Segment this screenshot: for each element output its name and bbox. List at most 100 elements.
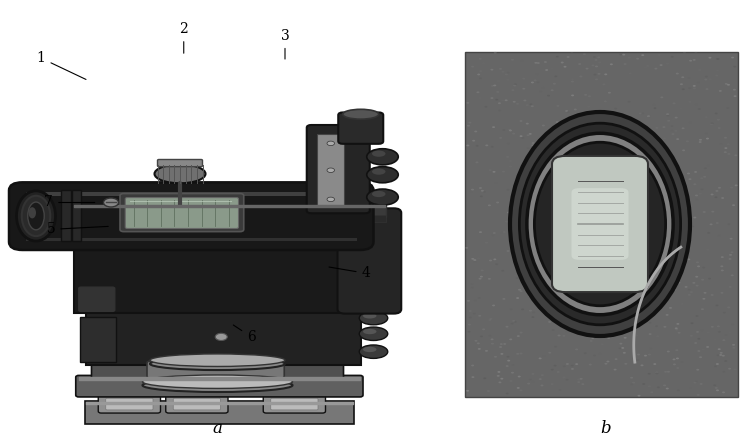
- Circle shape: [680, 108, 682, 109]
- Circle shape: [717, 58, 720, 60]
- Circle shape: [531, 82, 534, 83]
- Circle shape: [512, 89, 515, 91]
- Circle shape: [642, 383, 645, 385]
- Circle shape: [572, 125, 574, 127]
- Circle shape: [516, 103, 519, 105]
- Circle shape: [583, 129, 586, 131]
- Circle shape: [503, 231, 506, 233]
- Circle shape: [491, 234, 494, 236]
- Circle shape: [622, 352, 626, 354]
- Circle shape: [490, 146, 494, 148]
- Circle shape: [505, 221, 508, 223]
- Circle shape: [580, 158, 584, 160]
- Circle shape: [514, 190, 517, 191]
- Ellipse shape: [363, 347, 376, 352]
- Circle shape: [647, 150, 650, 152]
- Circle shape: [511, 372, 514, 374]
- Circle shape: [554, 75, 557, 77]
- Circle shape: [548, 352, 551, 353]
- FancyBboxPatch shape: [26, 192, 357, 196]
- Circle shape: [503, 124, 506, 125]
- Circle shape: [506, 356, 509, 358]
- Circle shape: [705, 76, 708, 78]
- Circle shape: [546, 313, 549, 314]
- Circle shape: [700, 189, 703, 190]
- Circle shape: [658, 54, 661, 56]
- Circle shape: [722, 197, 724, 199]
- Circle shape: [733, 89, 736, 90]
- Circle shape: [586, 290, 589, 292]
- Ellipse shape: [372, 168, 386, 175]
- Circle shape: [506, 392, 509, 394]
- Circle shape: [630, 377, 633, 379]
- Circle shape: [597, 56, 600, 58]
- Circle shape: [521, 250, 524, 252]
- Circle shape: [624, 63, 627, 65]
- FancyBboxPatch shape: [338, 208, 401, 314]
- Circle shape: [569, 328, 572, 330]
- Circle shape: [706, 249, 710, 251]
- Circle shape: [709, 78, 712, 80]
- Ellipse shape: [526, 134, 674, 314]
- Circle shape: [588, 95, 591, 97]
- Circle shape: [550, 222, 554, 224]
- Circle shape: [578, 269, 581, 271]
- Circle shape: [706, 346, 709, 348]
- Circle shape: [471, 258, 474, 260]
- Circle shape: [588, 253, 591, 255]
- Circle shape: [478, 58, 482, 60]
- Circle shape: [610, 246, 613, 248]
- Circle shape: [572, 286, 574, 288]
- Circle shape: [731, 324, 734, 326]
- Circle shape: [536, 82, 539, 83]
- Circle shape: [659, 247, 662, 249]
- Circle shape: [688, 178, 692, 180]
- Circle shape: [500, 378, 503, 379]
- Circle shape: [567, 218, 570, 220]
- Circle shape: [485, 145, 488, 146]
- Circle shape: [608, 337, 610, 339]
- Circle shape: [719, 354, 722, 356]
- Circle shape: [728, 306, 730, 308]
- Circle shape: [520, 332, 523, 333]
- Circle shape: [694, 342, 698, 344]
- Circle shape: [686, 215, 689, 216]
- Circle shape: [503, 129, 506, 131]
- Circle shape: [531, 105, 534, 107]
- Circle shape: [638, 158, 641, 160]
- Circle shape: [727, 84, 730, 86]
- Circle shape: [704, 167, 707, 169]
- Ellipse shape: [150, 358, 285, 370]
- Circle shape: [516, 277, 519, 279]
- Circle shape: [630, 290, 633, 292]
- Circle shape: [674, 245, 677, 246]
- Circle shape: [718, 127, 721, 129]
- Circle shape: [581, 127, 584, 129]
- Circle shape: [618, 206, 621, 208]
- Circle shape: [550, 258, 553, 259]
- Circle shape: [584, 94, 587, 96]
- Circle shape: [698, 69, 701, 71]
- Circle shape: [638, 395, 640, 396]
- Circle shape: [521, 309, 524, 310]
- Circle shape: [479, 78, 482, 79]
- Circle shape: [716, 389, 719, 391]
- Ellipse shape: [519, 123, 681, 325]
- Circle shape: [675, 349, 678, 351]
- Circle shape: [637, 255, 640, 257]
- Circle shape: [556, 187, 559, 189]
- Circle shape: [506, 156, 509, 158]
- Circle shape: [634, 262, 638, 264]
- Circle shape: [730, 238, 733, 240]
- Circle shape: [532, 142, 535, 144]
- Circle shape: [618, 154, 621, 156]
- Circle shape: [489, 169, 492, 171]
- Circle shape: [632, 134, 635, 136]
- Ellipse shape: [367, 149, 398, 165]
- Circle shape: [661, 201, 664, 202]
- Circle shape: [543, 355, 546, 357]
- Circle shape: [581, 383, 584, 385]
- Circle shape: [599, 174, 602, 176]
- Circle shape: [632, 382, 635, 383]
- Circle shape: [544, 133, 548, 134]
